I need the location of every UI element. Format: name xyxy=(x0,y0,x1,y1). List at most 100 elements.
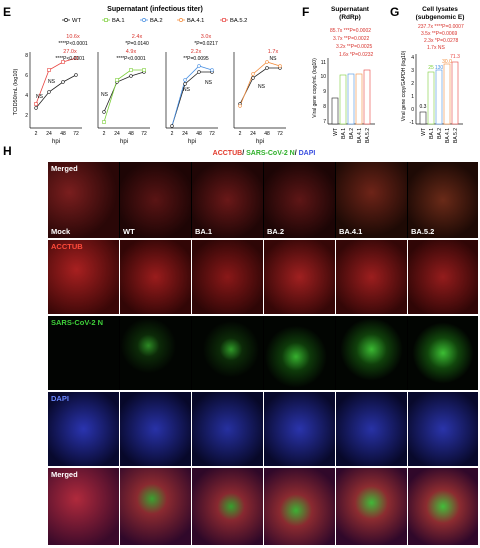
legend-ba1: BA.1 xyxy=(112,18,125,24)
condition-label: WT xyxy=(123,227,135,236)
stat-p: NS xyxy=(270,56,278,62)
legend-ba2: BA.2 xyxy=(150,18,163,24)
n-tile-ba52 xyxy=(408,316,478,390)
xlabel: hpi xyxy=(120,139,128,145)
ns-label: NS xyxy=(36,94,44,100)
dapi-tile-ba41 xyxy=(336,392,407,466)
acctub-tile-ba52 xyxy=(408,240,478,314)
ytick: 0 xyxy=(411,107,414,113)
bar-value: 0.3 xyxy=(420,104,427,110)
xcat: WT xyxy=(333,128,339,136)
xcat: BA.5.2 xyxy=(453,128,459,143)
ytick: 7 xyxy=(323,119,326,125)
ytick: 8 xyxy=(25,53,28,59)
merged-tile-ba1 xyxy=(192,468,263,545)
panel-e-ylabel: TCID50/mL (log10) xyxy=(13,69,19,116)
panel-g-title-1: Cell lysates xyxy=(422,6,458,13)
ytick: 9 xyxy=(323,89,326,95)
legend-ba52: BA.5.2 xyxy=(230,18,247,24)
dapi-row: DAPI xyxy=(48,392,478,466)
ytick: 1 xyxy=(411,94,414,100)
legend-ba41: BA.4.1 xyxy=(187,18,204,24)
title-sep: / xyxy=(295,150,299,157)
acctub-row: ACCTUB xyxy=(48,240,478,314)
fold-change: 10.6x xyxy=(66,34,80,40)
stat-row: 3.2x **P=0.0025 xyxy=(336,44,372,50)
xtick: 2 xyxy=(103,131,106,137)
stat-p: ****P<0.0001 xyxy=(55,56,85,62)
dapi-tile-ba1 xyxy=(192,392,263,466)
ytick: 10 xyxy=(320,74,326,80)
n-tile-ba41 xyxy=(336,316,407,390)
title-acctub: ACCTUB xyxy=(213,150,243,157)
panel-e-title: Supernatant (infectious titer) xyxy=(107,6,203,13)
ytick: -1 xyxy=(410,120,415,126)
xcat: BA.2 xyxy=(437,128,443,139)
title-sep: / xyxy=(242,150,246,157)
overview-tile-wt: WT xyxy=(120,162,191,238)
xcat: WT xyxy=(421,128,427,136)
bar-value: 30.0 xyxy=(442,59,452,65)
panel-g-axes: 4 3 2 1 0 -1 0.3 25 130 30.0 71.3 WT BA.… xyxy=(410,54,463,143)
stat-row: 2.3x *P=0.0278 xyxy=(424,38,459,44)
condition-label: BA.4.1 xyxy=(339,227,363,236)
xtick: 24 xyxy=(182,131,188,137)
stat-p: ****P<0.0001 xyxy=(58,41,88,47)
panel-f-title-2: (RdRp) xyxy=(339,14,361,21)
panel-h-title: ACCTUB/ SARS-CoV-2 N/ DAPI xyxy=(213,150,316,157)
xlabel: hpi xyxy=(52,139,60,145)
xtick: 2 xyxy=(171,131,174,137)
xtick: 72 xyxy=(141,131,147,137)
fold-change: 2.2x xyxy=(191,49,202,55)
xtick: 24 xyxy=(46,131,52,137)
panel-letter-g: G xyxy=(390,5,399,19)
row-label-merged: Merged xyxy=(51,164,78,173)
bar-ba2 xyxy=(347,73,355,125)
ytick: 3 xyxy=(411,68,414,74)
stat-p: ****P<0.0001 xyxy=(116,56,146,62)
dapi-tile-ba2 xyxy=(264,392,335,466)
stat-row: 3.7x **P=0.0022 xyxy=(333,36,369,42)
ytick: 11 xyxy=(321,60,326,66)
xlabel: hpi xyxy=(188,139,196,145)
bar-wt xyxy=(419,111,427,125)
acctub-tile-ba1 xyxy=(192,240,263,314)
ytick: 2 xyxy=(411,81,414,87)
panel-letter-f: F xyxy=(302,5,309,19)
bar-ba1 xyxy=(339,74,347,125)
xcat: BA.5.2 xyxy=(365,128,371,143)
xcat: BA.2 xyxy=(349,128,355,139)
ytick: 4 xyxy=(411,55,414,61)
xtick: 48 xyxy=(264,131,270,137)
ns-label: NS xyxy=(205,80,213,86)
legend-wt: WT xyxy=(72,18,81,24)
stat-row: 237.7x ****P=0.0007 xyxy=(418,24,464,30)
bar-ba41 xyxy=(443,63,451,125)
dapi-tile-mock: DAPI xyxy=(48,392,119,466)
stat-row: 1.6x *P=0.0232 xyxy=(339,52,374,58)
acctub-tile-wt xyxy=(120,240,191,314)
ytick: 6 xyxy=(25,73,28,79)
merged-tile-ba2 xyxy=(264,468,335,545)
xcat: BA.4.1 xyxy=(445,128,451,143)
ns-label: NS xyxy=(101,92,109,98)
bar-ba41 xyxy=(355,73,363,125)
fold-change: 1.7x xyxy=(268,49,279,55)
ytick: 2 xyxy=(25,113,28,119)
n-row: SARS-CoV-2 N xyxy=(48,316,478,390)
panel-f-stats: 85.7x ***P=0.0002 3.7x **P=0.0022 3.2x *… xyxy=(330,28,374,58)
stat-row: 1.7x NS xyxy=(427,45,445,51)
fold-change: 2.4x xyxy=(132,34,143,40)
xtick: 72 xyxy=(277,131,283,137)
subplot-wt-ba52: 2 24 48 72 hpi 1.7x NS NS xyxy=(233,49,286,145)
merged-tile-ba41 xyxy=(336,468,407,545)
merged-tile-mock: Merged xyxy=(48,468,119,545)
n-tile-wt xyxy=(120,316,191,390)
ytick: 4 xyxy=(25,93,28,99)
bar-ba52 xyxy=(363,69,371,125)
channel-label-merged: Merged xyxy=(51,470,78,479)
stat-p: **P=0.0095 xyxy=(183,56,209,62)
acctub-tile-mock: ACCTUB xyxy=(48,240,119,314)
overview-tile-ba2: BA.2 xyxy=(264,162,335,238)
bar-wt xyxy=(331,97,339,125)
